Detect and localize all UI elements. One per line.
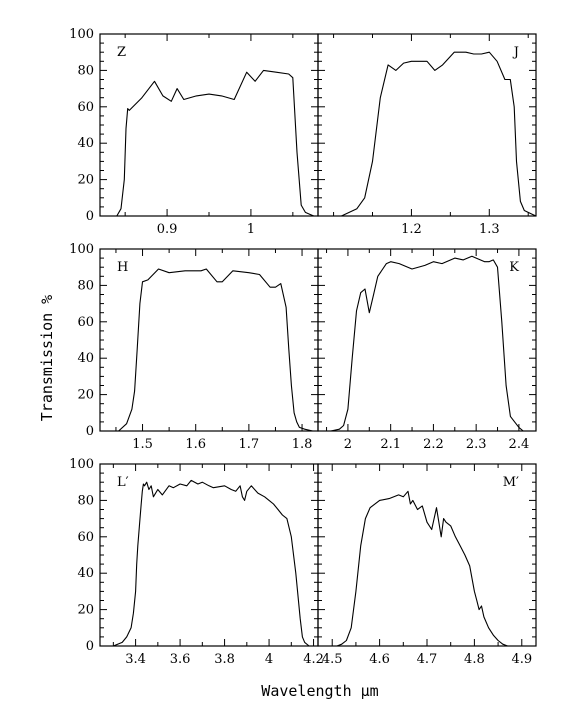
transmission-curve-z	[116, 69, 315, 217]
panel-label-k: K	[509, 260, 519, 275]
x-tick-label: 1.5	[132, 437, 153, 452]
y-tick-label: 20	[77, 603, 94, 618]
y-tick-label: 40	[77, 566, 94, 581]
y-tick-label: 0	[86, 639, 94, 654]
y-tick-label: 100	[69, 242, 94, 257]
x-tick-label: 2.3	[466, 437, 487, 452]
y-tick-label: 20	[77, 173, 94, 188]
transmission-curve-j	[333, 51, 537, 217]
panel-k: 2 2.1 2.2 2.3 2.4 K	[317, 248, 537, 452]
x-tick-label: 4.2	[303, 652, 324, 667]
transmission-curve-m	[327, 490, 508, 647]
x-tick-label: 1.6	[185, 437, 206, 452]
x-tick-label: 2.2	[423, 437, 444, 452]
y-tick-label: 60	[77, 315, 94, 330]
y-tick-label: 60	[77, 530, 94, 545]
x-tick-label: 3.4	[125, 652, 146, 667]
y-tick-label: 40	[77, 136, 94, 151]
transmission-curve-k	[326, 255, 524, 432]
transmission-curve-l	[113, 479, 314, 647]
x-tick-label: 4.7	[417, 652, 438, 667]
x-tick-label: 0.9	[157, 222, 178, 237]
x-tick-label: 4.9	[511, 652, 532, 667]
panel-m: 4.5 4.6 4.7 4.8 4.9 M′	[317, 463, 537, 667]
y-tick-label: 100	[69, 457, 94, 472]
panel-frame-z	[99, 33, 319, 217]
x-tick-label: 4.8	[464, 652, 485, 667]
x-tick-label: 2.1	[380, 437, 401, 452]
x-tick-label: 1.7	[239, 437, 260, 452]
panel-label-l: L′	[117, 475, 129, 490]
x-tick-label: 2	[344, 437, 352, 452]
y-tick-label: 80	[77, 278, 94, 293]
panel-h: 0 20 40 60 80 100 1.5 1.6 1.7 1.8 H	[69, 242, 319, 452]
x-tick-label: 4	[265, 652, 273, 667]
y-tick-label: 40	[77, 351, 94, 366]
y-tick-label: 20	[77, 388, 94, 403]
x-tick-label: 1	[247, 222, 255, 237]
transmission-curve-h	[118, 268, 313, 432]
y-tick-label: 100	[69, 27, 94, 42]
y-axis-label: Transmission %	[38, 295, 56, 421]
y-tick-label: 0	[86, 209, 94, 224]
x-tick-label: 3.8	[214, 652, 235, 667]
panel-z: 0 20 40 60 80 100 0.9 1 Z	[69, 27, 319, 237]
panel-label-z: Z	[117, 45, 126, 60]
panel-l: 0 20 40 60 80 100 3.4 3.6 3.8 4 4.2 L′	[69, 457, 324, 667]
x-tick-label: 4.5	[322, 652, 343, 667]
x-axis-label: Wavelength μm	[261, 682, 378, 700]
panel-label-h: H	[117, 260, 128, 275]
x-tick-label: 1.3	[479, 222, 500, 237]
x-tick-label: 3.6	[170, 652, 191, 667]
panel-j: 1.2 1.3 J	[317, 33, 537, 237]
panel-label-m: M′	[503, 475, 519, 490]
y-tick-label: 80	[77, 63, 94, 78]
y-tick-label: 80	[77, 493, 94, 508]
y-tick-label: 60	[77, 100, 94, 115]
y-tick-label: 0	[86, 424, 94, 439]
x-tick-label: 4.6	[369, 652, 390, 667]
panel-frame-m	[317, 463, 537, 647]
panel-label-j: J	[512, 45, 519, 60]
x-tick-label: 2.4	[509, 437, 530, 452]
x-tick-label: 1.2	[401, 222, 422, 237]
x-tick-label: 1.8	[292, 437, 313, 452]
